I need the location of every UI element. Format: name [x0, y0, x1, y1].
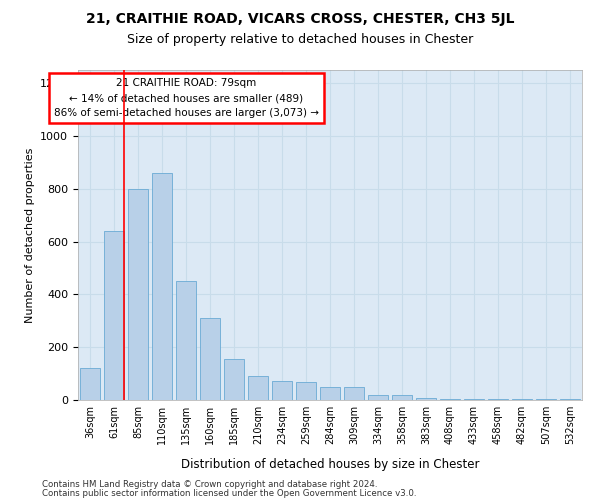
Bar	[272, 381, 292, 400]
Bar	[560, 399, 580, 400]
Bar	[176, 281, 196, 400]
Bar	[368, 395, 388, 400]
Text: 21 CRAITHIE ROAD: 79sqm
← 14% of detached houses are smaller (489)
86% of semi-d: 21 CRAITHIE ROAD: 79sqm ← 14% of detache…	[54, 78, 319, 118]
Bar	[248, 376, 268, 400]
Y-axis label: Number of detached properties: Number of detached properties	[25, 148, 35, 322]
Bar	[392, 395, 412, 400]
Bar	[536, 399, 556, 400]
Bar	[224, 359, 244, 400]
Text: Contains HM Land Registry data © Crown copyright and database right 2024.: Contains HM Land Registry data © Crown c…	[42, 480, 377, 489]
Bar	[104, 231, 124, 400]
Bar	[200, 318, 220, 400]
Bar	[464, 399, 484, 400]
Bar	[296, 382, 316, 400]
Bar	[344, 388, 364, 400]
Bar	[80, 368, 100, 400]
Bar	[320, 387, 340, 400]
X-axis label: Distribution of detached houses by size in Chester: Distribution of detached houses by size …	[181, 458, 479, 471]
Text: 21, CRAITHIE ROAD, VICARS CROSS, CHESTER, CH3 5JL: 21, CRAITHIE ROAD, VICARS CROSS, CHESTER…	[86, 12, 514, 26]
Bar	[488, 399, 508, 400]
Text: Contains public sector information licensed under the Open Government Licence v3: Contains public sector information licen…	[42, 490, 416, 498]
Bar	[512, 399, 532, 400]
Bar	[128, 189, 148, 400]
Bar	[152, 173, 172, 400]
Bar	[440, 398, 460, 400]
Bar	[416, 398, 436, 400]
Text: Size of property relative to detached houses in Chester: Size of property relative to detached ho…	[127, 32, 473, 46]
